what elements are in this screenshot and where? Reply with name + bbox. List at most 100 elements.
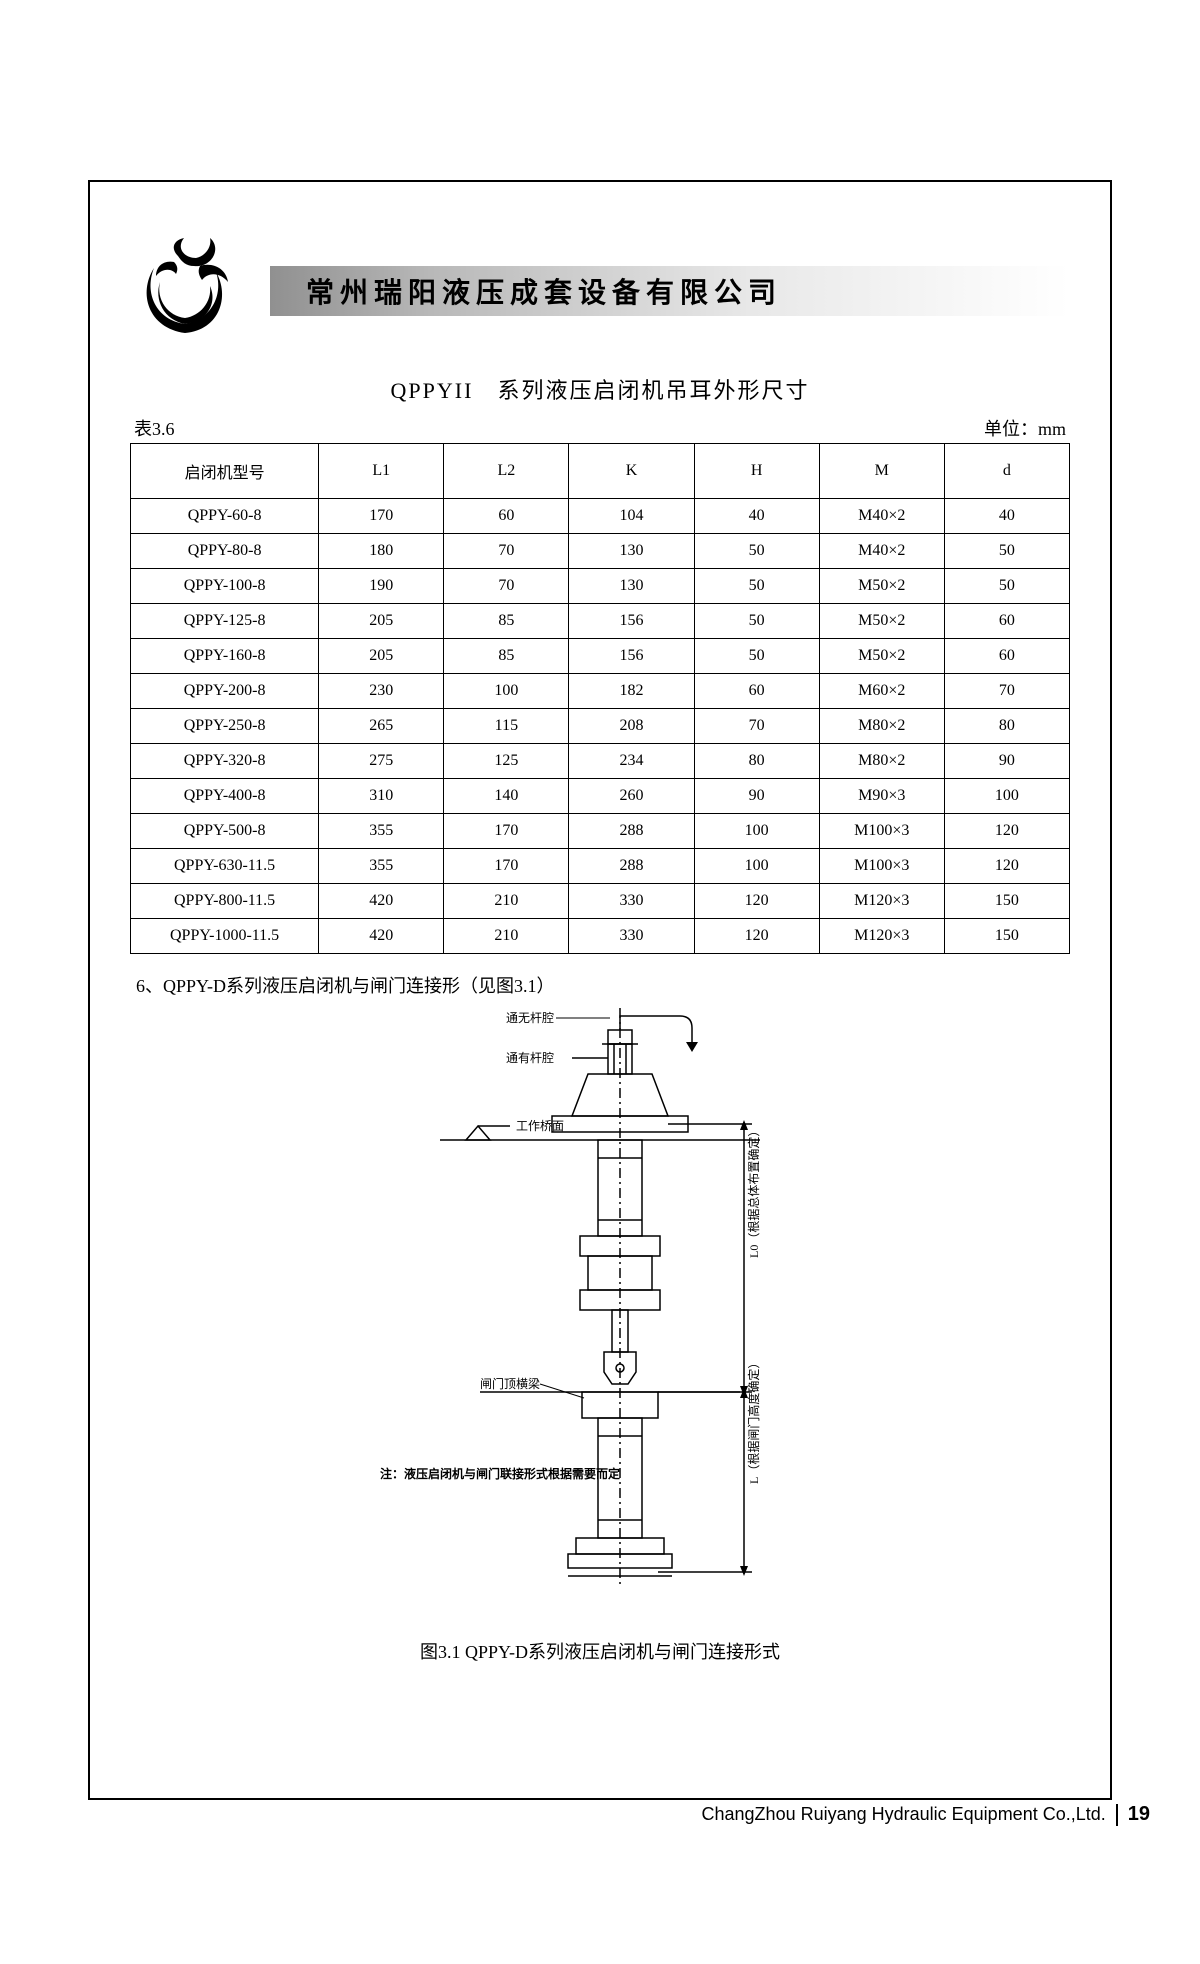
table-cell: QPPY-630-11.5 xyxy=(131,849,319,884)
figure-caption: 图3.1 QPPY-D系列液压启闭机与闸门连接形式 xyxy=(130,1638,1070,1664)
table-cell: 130 xyxy=(569,569,694,604)
table-unit: 单位：mm xyxy=(984,415,1066,441)
table-cell: 120 xyxy=(944,814,1069,849)
table-cell: M50×2 xyxy=(819,569,944,604)
table-row: QPPY-200-823010018260M60×270 xyxy=(131,674,1070,709)
table-cell: M90×3 xyxy=(819,779,944,814)
dia-label-top2: 通有杆腔 xyxy=(506,1050,554,1065)
table-cell: QPPY-60-8 xyxy=(131,499,319,534)
table-cell: 100 xyxy=(944,779,1069,814)
table-title: QPPYII 系列液压启闭机吊耳外形尺寸 xyxy=(130,373,1070,405)
table-cell: 60 xyxy=(694,674,819,709)
table-cell: 170 xyxy=(319,499,444,534)
dia-label-platform: 工作桥面 xyxy=(516,1119,564,1133)
table-cell: 355 xyxy=(319,814,444,849)
table-cell: 330 xyxy=(569,919,694,954)
table-cell: M40×2 xyxy=(819,534,944,569)
table-cell: M40×2 xyxy=(819,499,944,534)
table-cell: QPPY-800-11.5 xyxy=(131,884,319,919)
connection-diagram: 通无杆腔 通有杆腔 工作桥面 闸门顶横梁 注：液压启闭机与闸门联接形式根据需要而… xyxy=(320,1008,880,1628)
table-cell: 50 xyxy=(694,534,819,569)
table-cell: 80 xyxy=(944,709,1069,744)
table-cell: 260 xyxy=(569,779,694,814)
table-cell: M120×3 xyxy=(819,884,944,919)
table-cell: 60 xyxy=(944,604,1069,639)
page-header: 常州瑞阳液压成套设备有限公司 xyxy=(130,238,1070,343)
table-cell: QPPY-200-8 xyxy=(131,674,319,709)
table-cell: QPPY-400-8 xyxy=(131,779,319,814)
table-row: QPPY-80-81807013050M40×250 xyxy=(131,534,1070,569)
table-header-cell: K xyxy=(569,444,694,499)
table-cell: 120 xyxy=(944,849,1069,884)
table-cell: QPPY-320-8 xyxy=(131,744,319,779)
table-cell: 40 xyxy=(944,499,1069,534)
page-footer: ChangZhou Ruiyang Hydraulic Equipment Co… xyxy=(702,1803,1150,1826)
table-row: QPPY-320-827512523480M80×290 xyxy=(131,744,1070,779)
table-cell: 156 xyxy=(569,604,694,639)
table-cell: QPPY-125-8 xyxy=(131,604,319,639)
dia-dim-L: L（根据闸门高度确定） xyxy=(746,1357,761,1484)
table-cell: 234 xyxy=(569,744,694,779)
table-header-cell: L2 xyxy=(444,444,569,499)
table-cell: M100×3 xyxy=(819,814,944,849)
table-cell: 70 xyxy=(944,674,1069,709)
table-cell: M80×2 xyxy=(819,744,944,779)
table-cell: QPPY-80-8 xyxy=(131,534,319,569)
table-cell: 50 xyxy=(694,569,819,604)
table-cell: 288 xyxy=(569,814,694,849)
table-meta-row: 表3.6 单位：mm xyxy=(134,415,1066,441)
table-cell: 180 xyxy=(319,534,444,569)
table-row: QPPY-500-8355170288100M100×3120 xyxy=(131,814,1070,849)
table-cell: 170 xyxy=(444,814,569,849)
table-cell: 156 xyxy=(569,639,694,674)
table-cell: 90 xyxy=(694,779,819,814)
table-cell: 120 xyxy=(694,884,819,919)
dia-label-note: 注：液压启闭机与闸门联接形式根据需要而定 xyxy=(380,1466,620,1481)
table-header-cell: d xyxy=(944,444,1069,499)
table-header-cell: L1 xyxy=(319,444,444,499)
table-cell: 100 xyxy=(694,849,819,884)
table-cell: 60 xyxy=(444,499,569,534)
table-row: QPPY-250-826511520870M80×280 xyxy=(131,709,1070,744)
table-cell: 50 xyxy=(694,604,819,639)
table-cell: 182 xyxy=(569,674,694,709)
table-cell: 355 xyxy=(319,849,444,884)
table-cell: M60×2 xyxy=(819,674,944,709)
table-cell: 85 xyxy=(444,639,569,674)
table-row: QPPY-400-831014026090M90×3100 xyxy=(131,779,1070,814)
table-cell: 104 xyxy=(569,499,694,534)
table-cell: 125 xyxy=(444,744,569,779)
table-cell: M120×3 xyxy=(819,919,944,954)
table-cell: 50 xyxy=(694,639,819,674)
table-cell: 420 xyxy=(319,884,444,919)
dia-label-beam: 闸门顶横梁 xyxy=(480,1376,540,1391)
table-cell: QPPY-1000-11.5 xyxy=(131,919,319,954)
table-cell: 70 xyxy=(444,569,569,604)
table-cell: 60 xyxy=(944,639,1069,674)
table-cell: 140 xyxy=(444,779,569,814)
table-cell: 420 xyxy=(319,919,444,954)
table-cell: M100×3 xyxy=(819,849,944,884)
table-row: QPPY-160-82058515650M50×260 xyxy=(131,639,1070,674)
table-cell: 130 xyxy=(569,534,694,569)
table-row: QPPY-100-81907013050M50×250 xyxy=(131,569,1070,604)
table-cell: 210 xyxy=(444,919,569,954)
table-cell: 170 xyxy=(444,849,569,884)
table-header-cell: H xyxy=(694,444,819,499)
table-row: QPPY-60-81706010440M40×240 xyxy=(131,499,1070,534)
company-name-cn: 常州瑞阳液压成套设备有限公司 xyxy=(306,271,782,311)
table-cell: 115 xyxy=(444,709,569,744)
table-cell: 310 xyxy=(319,779,444,814)
table-cell: QPPY-500-8 xyxy=(131,814,319,849)
table-cell: 330 xyxy=(569,884,694,919)
table-cell: 230 xyxy=(319,674,444,709)
table-cell: 70 xyxy=(694,709,819,744)
page-number: 19 xyxy=(1128,1803,1150,1826)
table-cell: QPPY-250-8 xyxy=(131,709,319,744)
table-row: QPPY-125-82058515650M50×260 xyxy=(131,604,1070,639)
table-cell: 150 xyxy=(944,919,1069,954)
table-header-cell: 启闭机型号 xyxy=(131,444,319,499)
table-cell: QPPY-100-8 xyxy=(131,569,319,604)
table-cell: 70 xyxy=(444,534,569,569)
table-cell: 40 xyxy=(694,499,819,534)
